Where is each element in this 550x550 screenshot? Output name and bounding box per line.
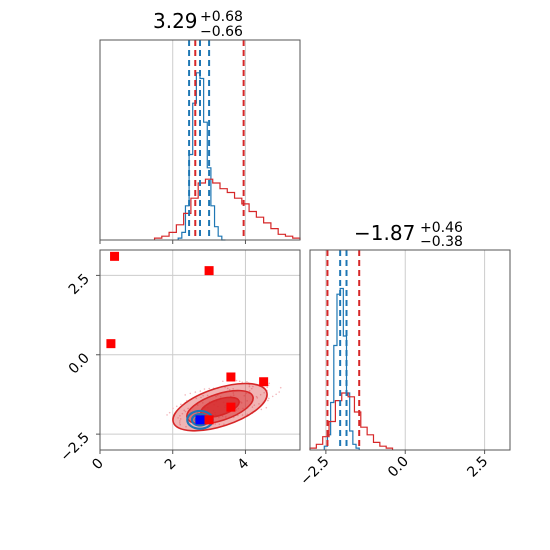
- joint-sample-point: [238, 380, 241, 383]
- red-square-marker: [259, 377, 269, 387]
- joint-sample-point: [266, 386, 269, 389]
- joint-sample-point: [184, 394, 187, 396]
- joint-sample-point: [265, 406, 268, 409]
- joint-sample-point: [259, 393, 262, 396]
- joint-sample-point: [187, 407, 189, 410]
- joint-sample-point: [179, 418, 182, 420]
- blue-square-marker: [195, 415, 205, 425]
- right-hist-series-0: [323, 287, 360, 450]
- joint-sample-point: [241, 414, 244, 416]
- right-x-tick-label: 0.0: [385, 454, 412, 481]
- joint-x-tick-label: 2: [162, 456, 180, 474]
- joint-sample-point: [180, 403, 182, 406]
- joint-sample-point: [181, 412, 184, 415]
- panel-titles: 3.29 +0.68 −0.66 −1.87 +0.46 −0.38: [153, 9, 463, 250]
- joint-sample-point: [241, 381, 244, 384]
- joint-sample-point: [275, 393, 277, 396]
- red-square-marker: [226, 372, 236, 382]
- joint-sample-point: [172, 407, 174, 410]
- joint-sample-point: [168, 411, 171, 414]
- joint-sample-point: [179, 414, 181, 417]
- joint-sample-point: [183, 409, 186, 412]
- joint-sample-point: [279, 386, 282, 389]
- joint-sample-point: [267, 384, 270, 387]
- joint-sample-point: [278, 391, 281, 393]
- top-hist-series-1: [153, 178, 301, 240]
- right-marginal-histogram: −2.5 0.0 2.5: [297, 249, 511, 489]
- joint-sample-point: [267, 399, 269, 402]
- joint-y-tick-label: −2.5: [57, 430, 92, 465]
- joint-sample-point: [206, 394, 209, 397]
- joint-sample-point: [251, 406, 254, 408]
- joint-sample-point: [223, 423, 225, 426]
- right-title-value: −1.87: [354, 221, 415, 245]
- joint-sample-point: [179, 420, 181, 422]
- joint-sample-point: [202, 394, 204, 397]
- joint-sample-point: [226, 387, 229, 390]
- top-marginal-histogram: [99, 39, 301, 244]
- joint-x-tick-label: 4: [235, 455, 253, 473]
- joint-sample-point: [199, 390, 202, 392]
- joint-sample-point: [252, 385, 254, 388]
- joint-sample-point: [263, 391, 265, 394]
- joint-sample-point: [195, 397, 198, 399]
- right-hist-series-1: [309, 392, 394, 450]
- right-title-minus: −0.38: [420, 234, 463, 250]
- joint-sample-point: [232, 387, 234, 390]
- joint-sample-point: [214, 423, 217, 425]
- joint-sample-point: [179, 423, 181, 426]
- joint-scatter-panel: 0 2 4 −2.5 0.0 2.5: [57, 249, 301, 474]
- joint-sample-point: [271, 395, 274, 398]
- joint-sample-point: [224, 386, 226, 389]
- joint-sample-point: [166, 414, 168, 416]
- joint-sample-point: [268, 397, 270, 400]
- joint-sample-point: [185, 425, 187, 428]
- joint-sample-point: [248, 390, 251, 392]
- joint-sample-point: [194, 391, 197, 393]
- right-panel-frame: [309, 249, 511, 451]
- joint-x-tick-label: 0: [89, 456, 107, 474]
- joint-sample-point: [260, 408, 263, 411]
- joint-sample-point: [228, 388, 231, 391]
- joint-sample-point: [246, 413, 249, 416]
- joint-sample-point: [218, 423, 221, 426]
- joint-sample-point: [248, 385, 251, 388]
- joint-sample-point: [184, 410, 187, 413]
- joint-sample-point: [235, 379, 238, 382]
- joint-sample-point: [203, 388, 206, 390]
- red-square-marker: [204, 415, 214, 425]
- top-title-value: 3.29: [153, 9, 198, 33]
- joint-sample-point: [208, 387, 210, 390]
- top-hist-series-0: [177, 72, 226, 241]
- joint-sample-point: [250, 387, 253, 390]
- joint-sample-point: [268, 382, 271, 385]
- joint-sample-point: [200, 396, 202, 399]
- top-panel-frame: [99, 39, 301, 241]
- joint-sample-point: [256, 397, 259, 399]
- joint-sample-point: [255, 395, 258, 398]
- joint-sample-point: [189, 392, 192, 395]
- joint-y-tick-label: 0.0: [66, 350, 93, 377]
- red-square-marker: [106, 339, 116, 349]
- red-square-marker: [204, 266, 214, 276]
- right-x-tick-label: 2.5: [464, 454, 491, 481]
- right-title-plus: +0.46: [420, 220, 463, 236]
- joint-sample-point: [258, 403, 260, 405]
- joint-sample-point: [222, 380, 224, 383]
- joint-y-tick-label: 2.5: [66, 271, 93, 298]
- joint-sample-point: [175, 405, 178, 408]
- joint-sample-point: [177, 417, 179, 419]
- joint-panel-frame: [99, 249, 301, 451]
- right-x-tick-label: −2.5: [297, 454, 332, 489]
- top-title-plus: +0.68: [200, 9, 243, 25]
- joint-sample-point: [178, 422, 181, 424]
- red-square-marker: [226, 402, 236, 412]
- joint-sample-point: [246, 380, 248, 383]
- joint-sample-point: [253, 404, 256, 406]
- top-title-minus: −0.66: [200, 24, 243, 40]
- red-square-marker: [110, 251, 120, 261]
